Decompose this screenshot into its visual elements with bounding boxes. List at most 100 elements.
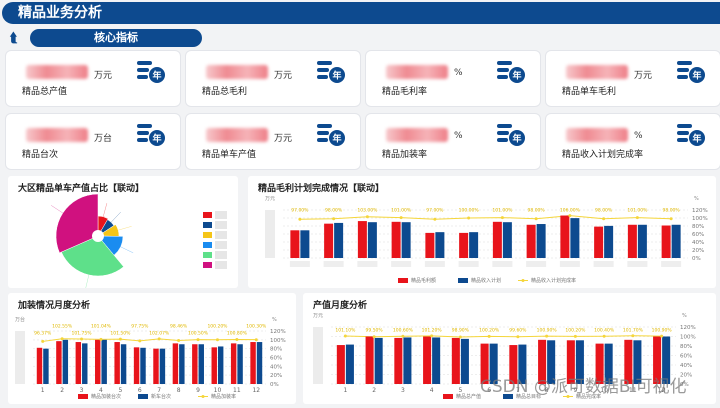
- legend-swatch: [203, 222, 212, 228]
- line-data-label: 101.70%: [623, 328, 644, 334]
- y2-tick-label: 80%: [692, 224, 704, 230]
- y2-tick-label: 120%: [270, 329, 286, 335]
- kpi-card[interactable]: 万元 精品单车毛利 年: [545, 50, 720, 107]
- y2-tick-label: 80%: [270, 347, 282, 353]
- line-point: [215, 338, 219, 342]
- y2-tick-label: 80%: [680, 344, 692, 350]
- bar-series-1: [250, 342, 256, 384]
- legend-marker: [521, 279, 525, 282]
- bar-series-1: [624, 339, 633, 384]
- back-icon[interactable]: ⮬: [10, 31, 18, 46]
- bar-series-2: [198, 344, 204, 384]
- kpi-card[interactable]: 万元 精品总产值 年: [5, 50, 181, 107]
- line-point: [568, 214, 572, 218]
- kpi-label: 精品加装率: [382, 150, 428, 160]
- y-axis-unit: 万元: [313, 313, 323, 319]
- bar-series-1: [114, 342, 120, 384]
- line-data-label: 102.07%: [149, 331, 170, 337]
- kpi-label: 精品毛利率: [382, 87, 428, 97]
- line-point: [660, 334, 664, 338]
- legend-swatch: [443, 394, 453, 399]
- bar-series-2: [120, 344, 127, 384]
- gross-chart[interactable]: 万元 % 0% 20% 40% 60% 80% 100% 120% 97.00% 98.00% 103…: [248, 176, 716, 288]
- line-point: [157, 337, 161, 341]
- line-data-label: 101.10%: [335, 328, 356, 334]
- line-point: [635, 216, 639, 220]
- line-point: [235, 337, 239, 341]
- x-tick-label: 12: [252, 387, 260, 394]
- line-data-label: 100.40%: [594, 328, 615, 334]
- legend-marker: [201, 395, 205, 398]
- yearly-coins-icon: 年: [317, 61, 345, 83]
- gross-panel: 精品毛利计划完成情况【联动】 万元% 0% 20% 40% 60% 80% 100% 120%…: [248, 176, 716, 288]
- x-tick-label: 9: [196, 387, 200, 394]
- legend-swatch: [503, 394, 513, 399]
- x-tick-label: 3: [80, 387, 84, 394]
- legend-swatch: [138, 394, 148, 399]
- line-point: [196, 338, 200, 342]
- line-data-label: 100.90%: [652, 328, 673, 334]
- bar-series-1: [230, 343, 237, 384]
- legend-swatch: [203, 262, 212, 268]
- bar-series-1: [509, 345, 518, 384]
- line-point: [602, 217, 606, 221]
- rate-line: [42, 338, 257, 342]
- legend-swatch: [78, 394, 88, 399]
- x-tick-label: 4: [430, 387, 434, 394]
- x-tick-label: 12: [658, 387, 666, 394]
- y-axis-labels-masked: [313, 327, 323, 384]
- x-tick-label: 10: [600, 387, 608, 394]
- kpi-card[interactable]: % 精品加装率 年: [365, 113, 541, 170]
- kpi-label: 精品总毛利: [202, 87, 248, 97]
- bar-series-2: [671, 224, 681, 258]
- kpi-card[interactable]: 万元 精品单车产值 年: [185, 113, 361, 170]
- legend-label-masked: [215, 221, 227, 229]
- legend-label-masked: [215, 231, 227, 239]
- legend-swatch: [203, 212, 212, 218]
- line-data-label: 100.50%: [188, 331, 209, 337]
- line-data-label: 100.20%: [565, 328, 586, 334]
- y-axis-labels-masked: [265, 210, 275, 258]
- kpi-value-masked: [26, 65, 88, 79]
- icon-year-text: 年: [152, 133, 161, 145]
- bar-series-1: [627, 224, 637, 258]
- kpi-card[interactable]: 万台 精品台次 年: [5, 113, 181, 170]
- pie-chart[interactable]: [8, 176, 238, 289]
- bar-series-1: [425, 232, 435, 258]
- line-data-label: 99.60%: [509, 328, 527, 334]
- rate-line: [345, 335, 662, 338]
- bar-series-2: [435, 232, 445, 258]
- bar-series-1: [365, 336, 374, 384]
- bar-series-2: [536, 224, 546, 258]
- y2-tick-label: 60%: [680, 354, 692, 360]
- x-tick-label: 11: [233, 387, 241, 394]
- x-tick-label-masked: [323, 261, 344, 267]
- yearly-coins-icon: 年: [137, 61, 165, 83]
- line-data-label: 101.00%: [627, 208, 648, 214]
- icon-year-text: 年: [332, 70, 341, 82]
- install-chart[interactable]: 万台 % 0% 20% 40% 60% 80% 100% 120% 1 96.37% 2 102.55%…: [8, 293, 296, 404]
- line-data-label: 101.04%: [91, 324, 112, 330]
- y2-tick-label: 120%: [692, 208, 708, 214]
- pie-leader-line: [118, 226, 132, 231]
- pie-leader-line: [120, 246, 134, 254]
- y2-tick-label: 0%: [692, 256, 701, 262]
- x-tick-label: 4: [99, 387, 103, 394]
- legend-label: 精品毛利额: [411, 277, 436, 284]
- icon-year-text: 年: [692, 70, 701, 82]
- line-point: [669, 217, 673, 221]
- kpi-label: 精品单车产值: [202, 150, 257, 160]
- kpi-card[interactable]: 万元 精品总毛利 年: [185, 50, 361, 107]
- bar-series-2: [633, 340, 642, 384]
- kpi-card[interactable]: % 精品收入计划完成率 年: [545, 113, 720, 170]
- bar-series-1: [391, 221, 401, 258]
- icon-year-text: 年: [512, 70, 521, 82]
- section-tab-core-metrics[interactable]: 核心指标: [30, 29, 202, 47]
- bar-series-2: [140, 347, 146, 384]
- output-chart[interactable]: 万元 % 0% 20% 40% 60% 80% 100% 120% 1 101.10% 2 99.50%…: [303, 293, 716, 404]
- kpi-unit: 万元: [94, 71, 113, 81]
- kpi-unit: 万元: [634, 71, 653, 81]
- y2-tick-label: 20%: [270, 373, 282, 379]
- line-data-label: 98.00%: [325, 208, 343, 214]
- kpi-card[interactable]: % 精品毛利率 年: [365, 50, 541, 107]
